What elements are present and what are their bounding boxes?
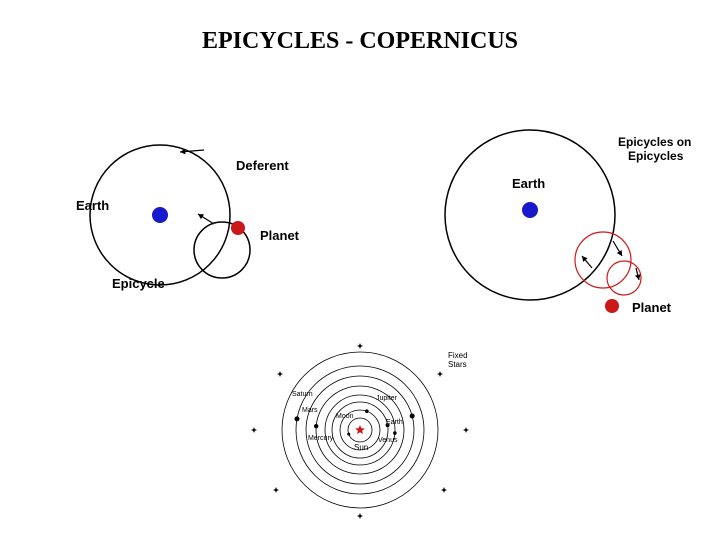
label-deferent: Deferent: [236, 158, 289, 173]
left-epicycle-diagram: Deferent Earth Epicycle Planet: [40, 110, 340, 320]
svg-text:Sun: Sun: [354, 443, 368, 452]
svg-text:Jupiter: Jupiter: [376, 395, 398, 402]
page-title: EPICYCLES - COPERNICUS: [0, 28, 720, 55]
svg-text:Moon: Moon: [336, 413, 354, 420]
svg-text:Earth: Earth: [512, 176, 545, 191]
right-epicycle-diagram: Epicycles onEpicycles Earth Planet: [400, 110, 700, 340]
svg-text:Saturn: Saturn: [292, 391, 313, 398]
svg-text:Venus: Venus: [378, 437, 398, 444]
label-earth: Earth: [76, 198, 109, 213]
solar-system-diagram: MercuryVenusEarthMoonMarsJupiterSaturnSu…: [220, 340, 500, 540]
svg-text:Epicycles: Epicycles: [628, 149, 684, 163]
svg-text:Planet: Planet: [632, 300, 672, 315]
label-planet: Planet: [260, 228, 300, 243]
svg-text:Fixed: Fixed: [448, 351, 468, 360]
svg-text:Mercury: Mercury: [308, 435, 334, 442]
svg-text:Epicycles on: Epicycles on: [618, 135, 691, 149]
svg-text:Stars: Stars: [448, 360, 467, 369]
label-epicycle: Epicycle: [112, 276, 165, 291]
